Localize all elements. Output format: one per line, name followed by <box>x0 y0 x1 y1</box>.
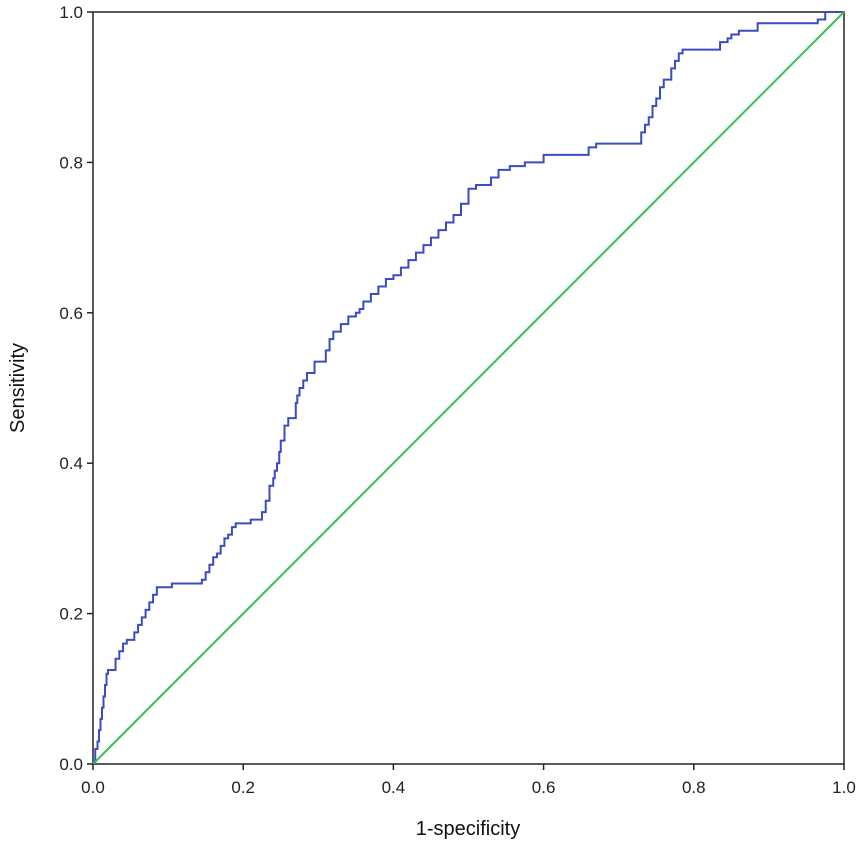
x-axis-title: 1-specificity <box>416 818 520 840</box>
y-tick-label: 0.0 <box>59 755 83 774</box>
y-tick-label: 0.4 <box>59 454 83 473</box>
x-tick-label: 0.4 <box>382 778 406 797</box>
y-tick-label: 0.8 <box>59 153 83 172</box>
x-tick-label: 0.2 <box>231 778 255 797</box>
x-tick-label: 1.0 <box>832 778 856 797</box>
roc-curve-line <box>93 11 844 765</box>
y-tick-label: 1.0 <box>59 3 83 22</box>
y-tick-label: 0.2 <box>59 605 83 624</box>
y-tick-label: 0.6 <box>59 304 83 323</box>
x-tick-label: 0.8 <box>682 778 706 797</box>
reference-diagonal-line <box>92 11 845 765</box>
y-axis-title: Sensitivity <box>7 343 29 433</box>
x-tick-label: 0.0 <box>81 778 105 797</box>
series-layer <box>92 11 845 765</box>
x-tick-label: 0.6 <box>532 778 556 797</box>
x-axis-ticks: 0.0 0.2 0.4 0.6 0.8 1.0 <box>81 764 856 797</box>
y-axis-ticks: 0.0 0.2 0.4 0.6 0.8 1.0 <box>59 3 93 774</box>
plot-area <box>92 11 845 765</box>
